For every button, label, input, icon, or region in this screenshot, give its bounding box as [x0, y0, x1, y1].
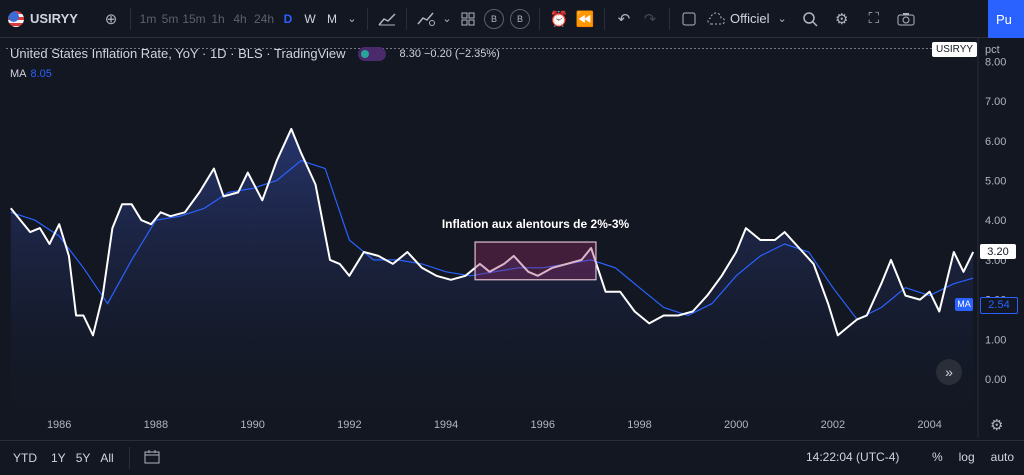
y-tick-label: 7.00: [985, 96, 1006, 108]
divider: [406, 7, 407, 30]
layout-square-icon[interactable]: [676, 0, 702, 38]
scale-options: % log auto: [932, 450, 1014, 464]
percent-scale-toggle[interactable]: %: [931, 450, 943, 464]
y-tick-label: 1.00: [985, 334, 1006, 346]
clock-timezone[interactable]: 14:22:04 (UTC-4): [806, 450, 900, 464]
chevron-down-icon: ⌄: [777, 13, 787, 25]
replay-icon[interactable]: ⏪: [575, 10, 595, 28]
interval-w[interactable]: W: [304, 11, 316, 26]
auto-scale-toggle[interactable]: auto: [990, 450, 1014, 464]
x-tick-label: 1996: [531, 419, 555, 431]
chart-type-icon[interactable]: [374, 0, 400, 38]
y-tick-label: 6.00: [985, 136, 1006, 148]
undo-icon[interactable]: ↶: [617, 10, 631, 28]
symbol-tag: USIRYY: [932, 42, 978, 57]
compare-add-icon[interactable]: ⊕: [104, 10, 118, 28]
alert-clock-icon[interactable]: ⏰: [549, 10, 569, 28]
interval-d[interactable]: D: [283, 11, 293, 26]
badge-b-icon[interactable]: B: [484, 8, 504, 29]
annotation-label: Inflation aux alentours de 2%-3%: [442, 217, 630, 231]
axis-unit: pct: [985, 44, 1000, 56]
gear-icon[interactable]: ⚙: [990, 417, 1004, 434]
chart-canvas[interactable]: Inflation aux alentours de 2%-3% 0.00 1.0…: [0, 38, 1024, 438]
interval-m[interactable]: M: [327, 11, 337, 26]
legend-title[interactable]: United States Inflation Rate, YoY · 1D ·…: [10, 46, 346, 61]
x-tick-label: 1992: [337, 419, 361, 431]
gear-icon[interactable]: ⚙: [834, 10, 849, 28]
date-range-icon[interactable]: [144, 449, 160, 467]
interval-24h[interactable]: 24h: [253, 11, 275, 26]
style-selector[interactable]: Officiel ⌄: [702, 0, 791, 38]
chart-legend: United States Inflation Rate, YoY · 1D ·…: [10, 46, 500, 61]
y-tick-label: 5.00: [985, 176, 1006, 188]
last-value-label: 3.20: [980, 244, 1016, 260]
fullscreen-icon[interactable]: ⛶: [868, 10, 879, 27]
interval-15m[interactable]: 15m: [182, 11, 206, 26]
chevron-down-icon[interactable]: ⌄: [347, 13, 357, 25]
divider: [367, 7, 368, 30]
divider: [128, 447, 130, 469]
range-1y[interactable]: 1Y: [51, 451, 66, 465]
x-tick-label: 1994: [434, 419, 458, 431]
series-area-fill: [10, 128, 974, 418]
series-line: [10, 127, 975, 337]
divider: [539, 7, 540, 30]
ma-axis-tag: MA: [955, 297, 973, 311]
interval-1m[interactable]: 1m: [139, 11, 157, 26]
ma-last-value: 2.54: [988, 299, 1010, 312]
us-flag-icon: [8, 10, 24, 27]
interval-5m[interactable]: 5m: [161, 11, 179, 26]
status-dot-icon: [360, 49, 369, 58]
y-tick-label: 8.00: [985, 56, 1006, 68]
range-ytd[interactable]: YTD: [13, 451, 37, 465]
x-tick-label: 2004: [917, 419, 941, 431]
publish-button[interactable]: Pu: [988, 0, 1024, 38]
legend-values: 8.30 −0.20 (−2.35%): [399, 47, 500, 60]
indicators-icon[interactable]: [413, 0, 439, 38]
divider: [604, 7, 605, 30]
top-toolbar: USIRYY ⊕ 1m 5m 15m 1h 4h 24h D W M ⌄ ⌄ B…: [0, 0, 1024, 38]
bottom-toolbar: YTD 1Y 5Y All: [0, 440, 1024, 475]
x-tick-label: 1986: [47, 419, 71, 431]
visibility-toggle[interactable]: [357, 46, 386, 61]
x-tick-label: 1998: [627, 419, 651, 431]
redo-icon[interactable]: ↷: [643, 10, 657, 28]
range-5y[interactable]: 5Y: [75, 451, 91, 465]
y-tick-label: 4.00: [985, 215, 1006, 227]
symbol-search-button[interactable]: USIRYY: [0, 0, 98, 38]
style-label: Officiel: [730, 11, 770, 26]
divider: [130, 7, 131, 30]
badge-b-icon[interactable]: B: [510, 8, 530, 29]
templates-grid-icon[interactable]: [455, 0, 481, 38]
interval-1h[interactable]: 1h: [211, 11, 225, 26]
x-tick-label: 2002: [821, 419, 845, 431]
log-scale-toggle[interactable]: log: [958, 450, 975, 464]
camera-icon[interactable]: [893, 0, 919, 38]
ma-line: [10, 159, 974, 321]
annotation-rectangle: [474, 241, 597, 281]
ma-last-value-label: 2.54: [980, 296, 1018, 314]
x-tick-label: 2000: [724, 419, 748, 431]
x-tick-label: 1988: [144, 419, 168, 431]
ma-value: 8.05: [30, 68, 52, 80]
symbol-label: USIRYY: [30, 11, 78, 26]
chevron-down-icon[interactable]: ⌄: [442, 13, 452, 25]
scroll-to-realtime-button[interactable]: »: [936, 359, 962, 385]
ma-label: MA: [10, 68, 27, 80]
divider: [669, 7, 670, 30]
range-all[interactable]: All: [100, 451, 114, 465]
y-tick-label: 0.00: [985, 374, 1006, 386]
search-icon[interactable]: [797, 0, 823, 38]
x-tick-label: 1990: [240, 419, 264, 431]
ma-legend[interactable]: MA 8.05: [10, 68, 52, 80]
interval-4h[interactable]: 4h: [233, 11, 247, 26]
cloud-icon: [707, 12, 726, 24]
